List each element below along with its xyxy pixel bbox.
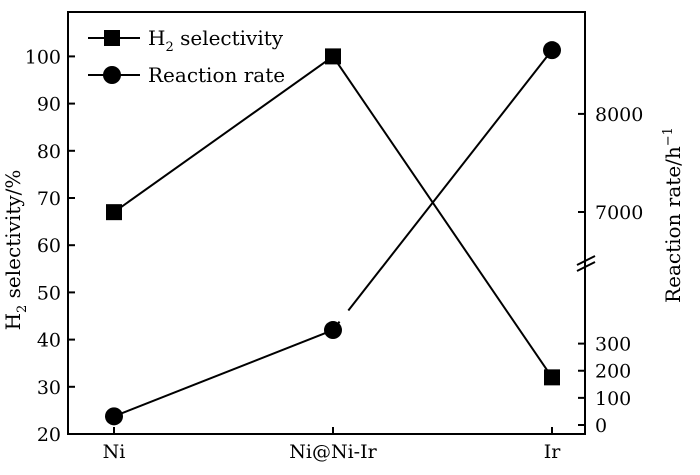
- left-tick-label: 20: [37, 424, 61, 446]
- right-tick-label: 100: [595, 388, 631, 410]
- x-tick-label: Ir: [544, 441, 562, 463]
- left-tick-label: 30: [37, 377, 61, 399]
- right-tick-label: 8000: [595, 104, 643, 126]
- axis-break-mark: [576, 255, 596, 266]
- left-tick-label: 90: [37, 94, 61, 116]
- left-tick-label: 70: [37, 188, 61, 210]
- data-point-h2-selectivity: [106, 204, 122, 221]
- left-tick-label: 80: [37, 141, 61, 163]
- data-point-h2-selectivity: [544, 369, 560, 386]
- legend-label-h2-selectivity: H2 selectivity: [148, 26, 284, 55]
- legend-marker-square: [104, 30, 120, 46]
- legend: H2 selectivity Reaction rate: [88, 26, 285, 87]
- left-tick-label: 40: [37, 330, 61, 352]
- left-tick-label: 100: [25, 46, 61, 68]
- left-tick-label: 60: [37, 235, 61, 257]
- legend-label-reaction-rate: Reaction rate: [148, 63, 285, 87]
- data-point-h2-selectivity: [325, 48, 341, 65]
- axis-break-mark: [576, 261, 596, 272]
- legend-marker-circle: [103, 66, 121, 84]
- data-point-reaction-rate: [324, 321, 342, 340]
- axes: 20 30 40 50 60 70 80 90 100 0 100 200 300 7000 8000 Ni N…: [25, 11, 643, 463]
- data-point-reaction-rate: [543, 41, 561, 60]
- right-tick-label: 200: [595, 361, 631, 383]
- left-axis-title: H2 selectivity/%: [1, 170, 30, 331]
- right-tick-label: 300: [595, 334, 631, 356]
- plot-frame: [67, 11, 586, 435]
- right-tick-label: 0: [595, 415, 607, 437]
- left-tick-label: 50: [37, 282, 61, 304]
- right-tick-label: 7000: [595, 202, 643, 224]
- right-axis-title: Reaction rate/h−1: [661, 127, 685, 303]
- data-point-reaction-rate: [105, 407, 123, 426]
- x-tick-label: Ni: [103, 441, 126, 463]
- series-line-reaction-rate: [347, 49, 553, 312]
- series-line-reaction-rate: [113, 329, 334, 418]
- series-layer: [105, 41, 561, 426]
- x-tick-label: Ni@Ni-Ir: [289, 441, 377, 463]
